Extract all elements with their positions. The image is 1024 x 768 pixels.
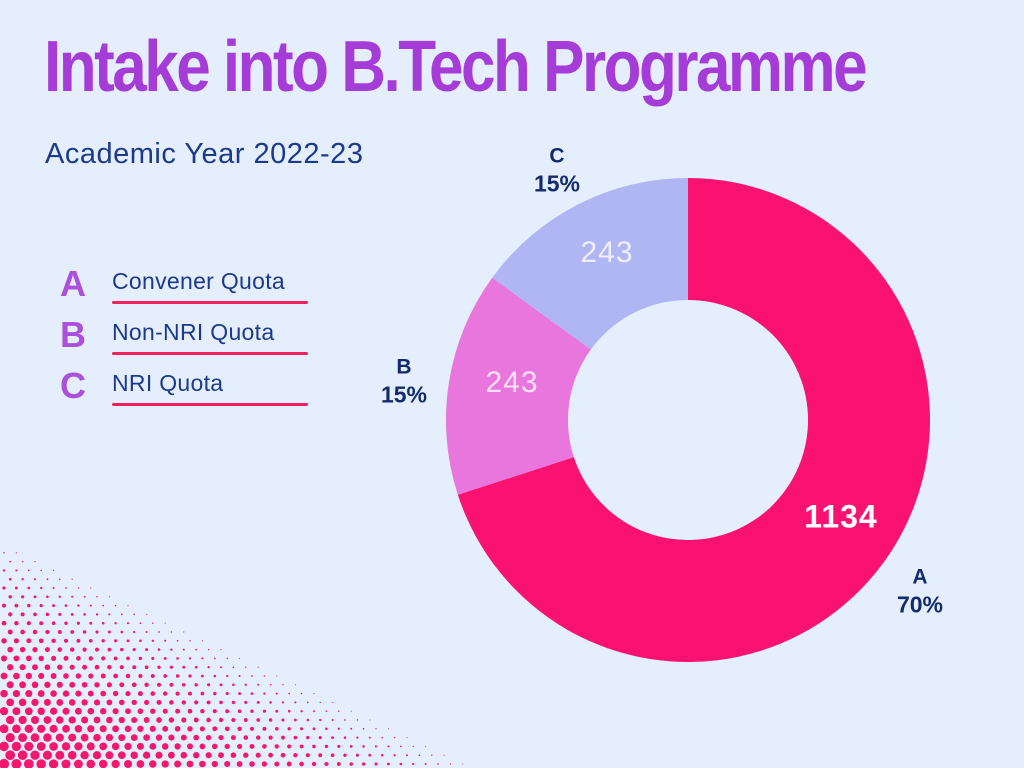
page-subtitle: Academic Year 2022-23 bbox=[45, 138, 364, 170]
legend-text-block: Convener Quota bbox=[112, 264, 308, 304]
legend-label-nri: NRI Quota bbox=[112, 370, 224, 396]
legend-key-a: A bbox=[60, 263, 86, 304]
legend-label-convener: Convener Quota bbox=[112, 268, 285, 294]
legend-label-non-nri: Non-NRI Quota bbox=[112, 319, 275, 345]
outer-label-a: A 70% bbox=[897, 563, 943, 620]
page-title: Intake into B.Tech Programme bbox=[44, 27, 868, 108]
legend-text-block: Non-NRI Quota bbox=[112, 315, 308, 355]
slice-value-label-b: 243 bbox=[485, 366, 539, 399]
outer-label-percent: 15% bbox=[380, 381, 428, 408]
outer-label-letter: A bbox=[912, 565, 928, 589]
legend-key-c: C bbox=[60, 365, 86, 406]
legend-underline bbox=[112, 403, 308, 406]
halftone-bottom-left bbox=[0, 552, 464, 768]
outer-label-letter: B bbox=[396, 355, 412, 379]
legend-underline bbox=[112, 301, 308, 304]
outer-label-letter: C bbox=[549, 144, 565, 168]
legend-underline bbox=[112, 352, 308, 355]
legend: A Convener Quota B Non-NRI Quota C NRI Q… bbox=[60, 264, 308, 417]
slice-value-label-a: 1134 bbox=[804, 498, 878, 535]
legend-item-convener: A Convener Quota bbox=[60, 264, 308, 304]
legend-item-nri: C NRI Quota bbox=[60, 366, 308, 406]
donut-slice-a bbox=[457, 178, 930, 663]
legend-text-block: NRI Quota bbox=[112, 366, 308, 406]
outer-label-b: B 15% bbox=[381, 353, 427, 410]
slice-value-label-c: 243 bbox=[580, 236, 634, 269]
outer-label-c: C 15% bbox=[534, 142, 580, 199]
outer-label-percent: 70% bbox=[896, 591, 944, 618]
legend-key-b: B bbox=[60, 314, 86, 355]
outer-label-percent: 15% bbox=[533, 170, 581, 197]
legend-item-non-nri: B Non-NRI Quota bbox=[60, 315, 308, 355]
